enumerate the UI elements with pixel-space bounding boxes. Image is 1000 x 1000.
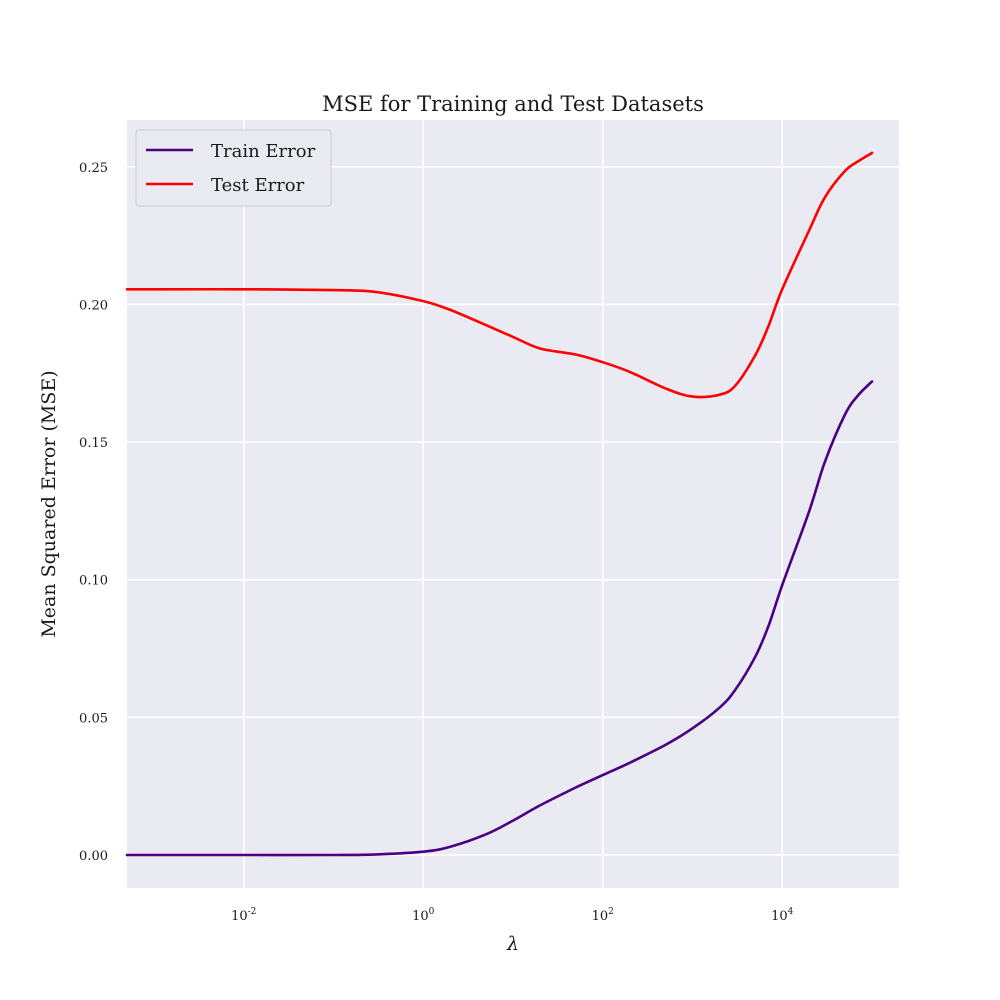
chart-title: MSE for Training and Test Datasets: [322, 92, 704, 116]
x-tick-label: 104: [771, 907, 794, 924]
y-tick-label: 0.05: [79, 711, 108, 726]
y-tick-label: 0.10: [79, 574, 108, 589]
y-tick-label: 0.25: [79, 161, 108, 176]
y-axis-label: Mean Squared Error (MSE): [38, 370, 60, 637]
y-tick-label: 0.15: [79, 436, 108, 451]
x-tick-label: 102: [592, 907, 614, 924]
legend-label-train-error: Train Error: [211, 141, 316, 162]
grid: [127, 120, 899, 888]
series-layer: [125, 151, 874, 857]
series-line-train-error: [125, 380, 874, 857]
y-tick-label: 0.20: [79, 298, 108, 313]
x-tick-label: 10-2: [231, 907, 256, 924]
x-axis-label: λ: [506, 933, 519, 955]
y-tick-label: 0.00: [79, 849, 108, 864]
x-tick-label: 100: [412, 907, 435, 924]
series-line-test-error: [125, 151, 874, 399]
legend-label-test-error: Test Error: [211, 175, 305, 196]
y-axis-ticks: 0.00 0.05 0.10 0.15 0.20 0.25: [79, 161, 108, 864]
legend: Train Error Test Error: [135, 129, 332, 207]
plot-area: [127, 120, 899, 888]
x-axis-ticks: 10-2 100 102 104: [231, 907, 794, 924]
